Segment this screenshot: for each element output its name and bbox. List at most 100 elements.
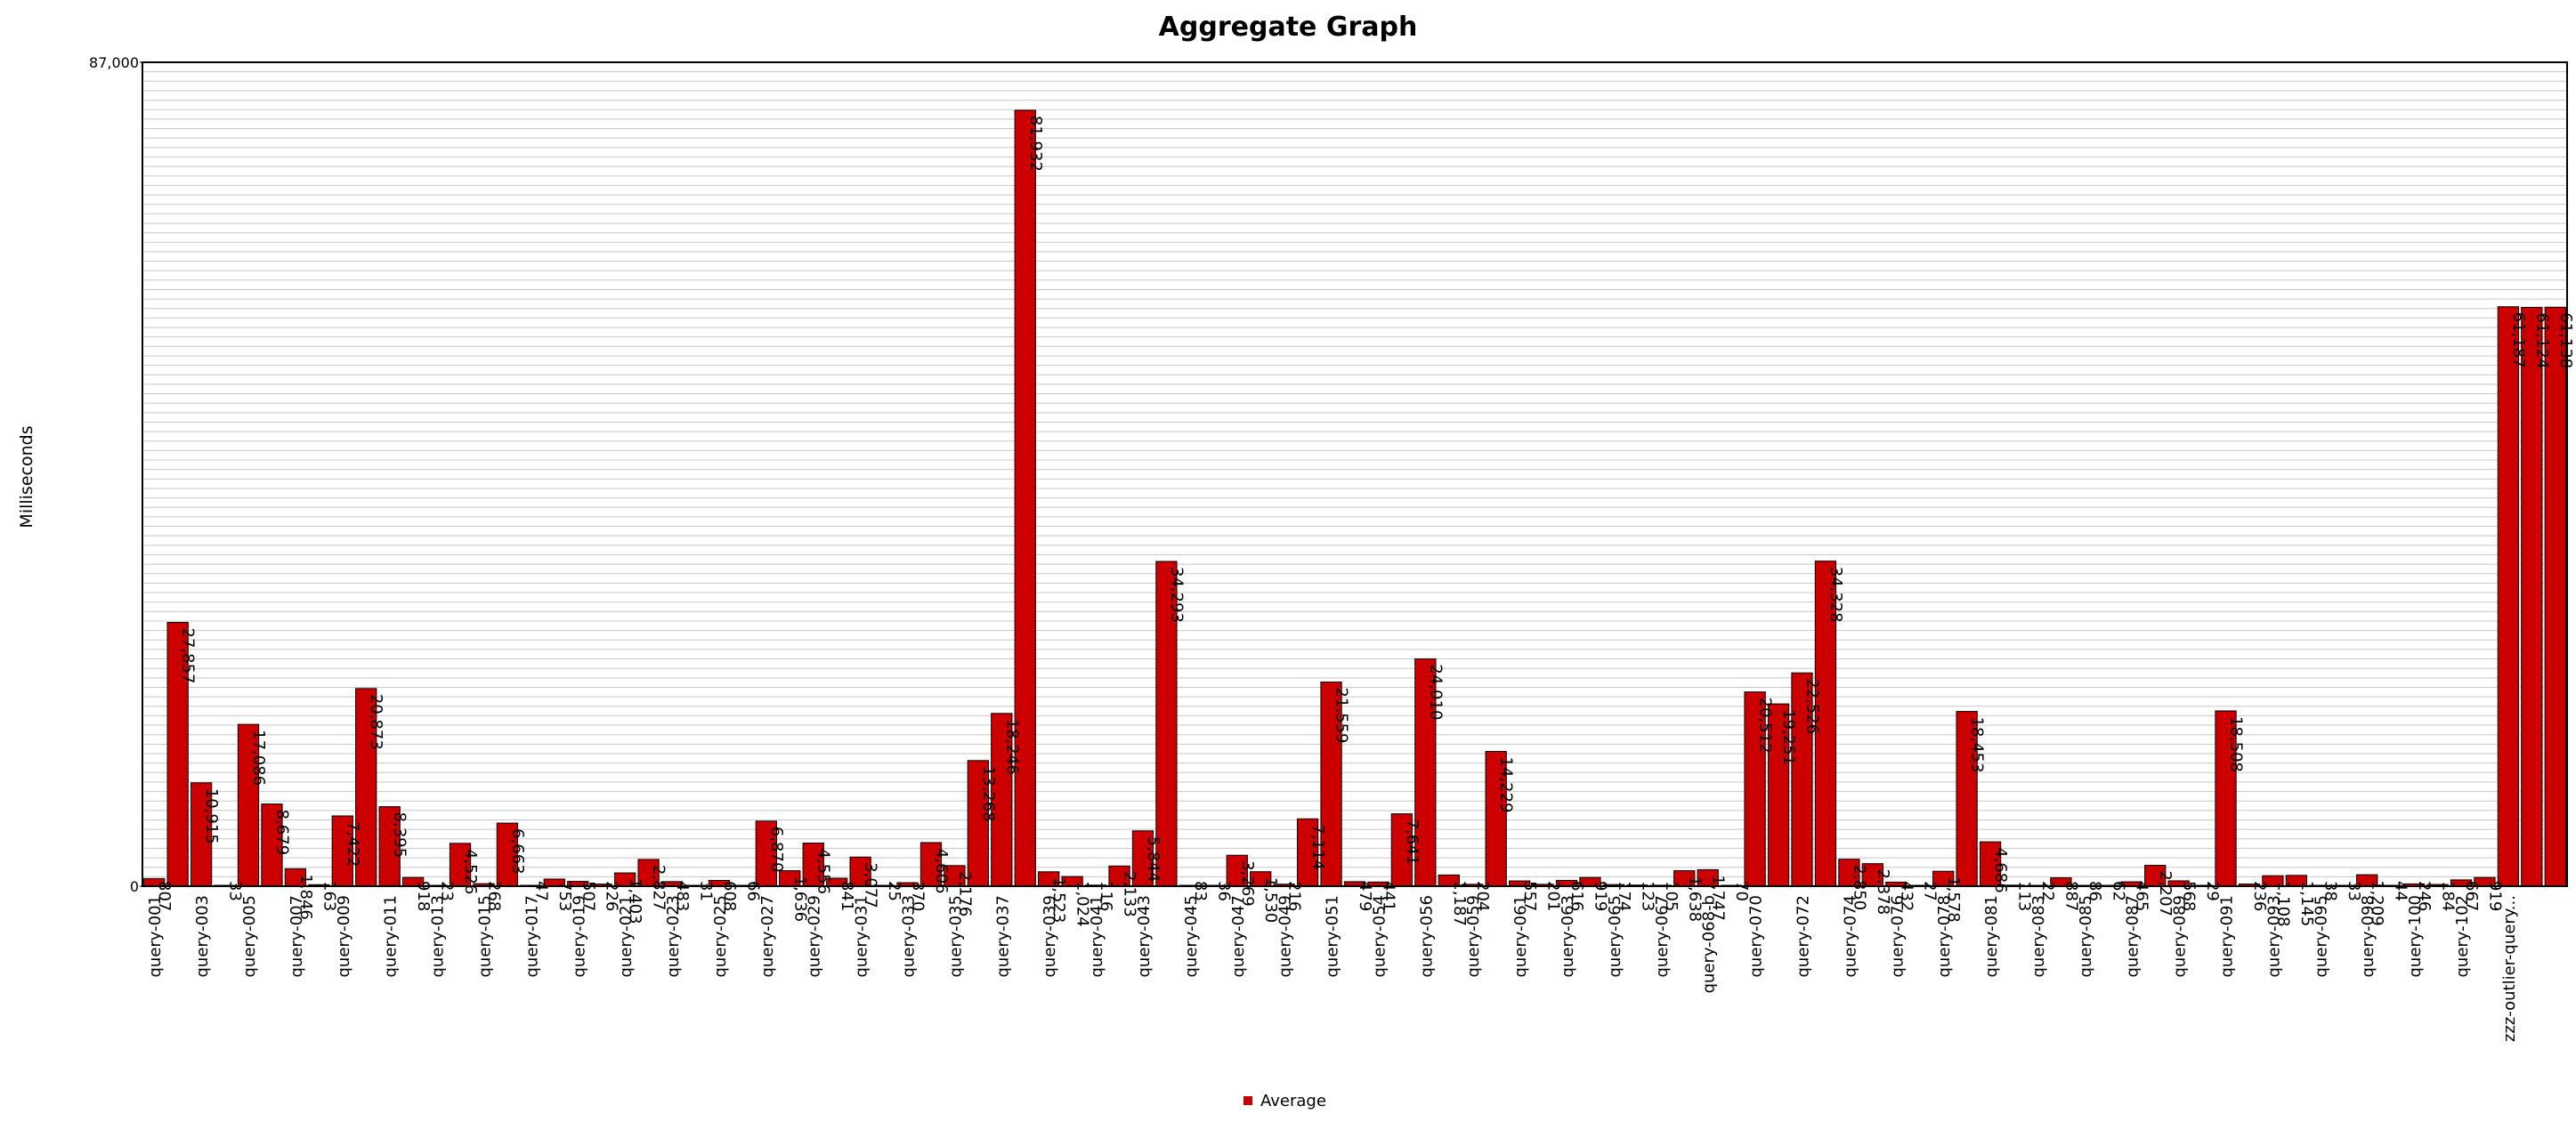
plot-frame xyxy=(142,61,2568,887)
y-tick-label: 0 xyxy=(130,878,139,895)
x-tick-label: query-021 xyxy=(617,895,636,978)
data-label: 1,636 xyxy=(790,876,809,923)
x-tick-label: query-061 xyxy=(1511,895,1530,978)
data-label: 61,138 xyxy=(2556,312,2575,368)
data-label: 568 xyxy=(2180,881,2199,911)
x-tick-label: query-074 xyxy=(1841,895,1859,978)
data-label: 226 xyxy=(603,881,621,911)
data-label: 919 xyxy=(1591,881,1609,911)
data-label: 268 xyxy=(484,881,503,911)
y-tick-layer: 0 87,000 xyxy=(89,54,142,895)
data-label: 2,133 xyxy=(1121,871,1139,917)
data-label: 7,114 xyxy=(1308,824,1327,870)
data-label: 608 xyxy=(720,881,739,911)
data-label: 10,915 xyxy=(202,788,221,844)
x-tick-label: query-063 xyxy=(1559,895,1577,978)
x-tick-label: query-047 xyxy=(1229,895,1248,978)
x-tick-label: query-007 xyxy=(288,895,306,978)
x-tick-label: query-102 xyxy=(2453,895,2472,978)
data-label: 2,850 xyxy=(1850,865,1868,911)
data-label: 616 xyxy=(1567,881,1586,911)
x-tick-label: query-065 xyxy=(1606,895,1624,978)
x-tick-label: query-015 xyxy=(475,895,494,978)
y-tick-label: 87,000 xyxy=(89,54,139,71)
x-tick-label: query-087 xyxy=(2124,895,2143,978)
data-label: 34,328 xyxy=(1827,567,1845,623)
x-tick-label: query-035 xyxy=(946,895,965,978)
data-label: 34,293 xyxy=(1167,567,1186,623)
x-tick-label: query-085 xyxy=(2077,895,2095,978)
x-tick-label: query-093 xyxy=(2264,895,2283,978)
x-tick-label: query-001 xyxy=(146,895,165,978)
x-tick-label: query-056 xyxy=(1417,895,1436,978)
data-label: 2,827 xyxy=(650,865,668,911)
data-label: 17,086 xyxy=(249,730,268,786)
bar xyxy=(2497,306,2520,887)
x-tick-label: query-070 xyxy=(1747,895,1766,978)
data-label: 4,686 xyxy=(1991,847,2010,893)
bar xyxy=(2544,306,2566,887)
data-label: 4,606 xyxy=(932,848,951,894)
data-label: 18,453 xyxy=(1968,717,1987,773)
data-label: 13,268 xyxy=(979,766,998,822)
x-tick-label: query-095 xyxy=(2312,895,2330,978)
data-label: 19,251 xyxy=(1779,709,1798,765)
data-label: 14,229 xyxy=(1497,757,1516,813)
x-tick-label: query-068-b xyxy=(1700,895,1719,993)
x-tick-label: query-059 xyxy=(1464,895,1483,978)
x-tick-label: query-083 xyxy=(2029,895,2048,978)
legend-label: Average xyxy=(1260,1092,1326,1110)
data-label: 667 xyxy=(2462,881,2481,911)
data-label: 2,207 xyxy=(2156,871,2175,917)
bar-layer xyxy=(143,109,2566,887)
data-label: 246 xyxy=(2415,881,2434,911)
legend-swatch xyxy=(1243,1096,1252,1105)
data-label: 3,269 xyxy=(1238,860,1257,907)
x-tick-label: query-041 xyxy=(1088,895,1106,978)
x-tick-label: query-045 xyxy=(1182,895,1201,978)
data-label: 4,526 xyxy=(461,849,480,895)
data-label: 174 xyxy=(1615,881,1633,911)
data-label: 61,187 xyxy=(2509,312,2528,368)
x-tick-label: query-098 xyxy=(2359,895,2378,978)
data-label: 8,679 xyxy=(272,810,291,856)
grid-layer xyxy=(142,71,2567,877)
x-tick-label: query-072 xyxy=(1794,895,1812,978)
data-label: 20,873 xyxy=(367,694,385,750)
data-label: 887 xyxy=(2062,881,2080,911)
data-label: 557 xyxy=(1520,881,1539,911)
data-label: 184 xyxy=(2439,881,2458,911)
data-label: 441 xyxy=(1379,881,1397,911)
x-tick-layer: query-001 query-003 query-005 query-007 quer… xyxy=(146,895,2519,1042)
data-label: 216 xyxy=(1285,881,1304,911)
data-label: 1,145 xyxy=(2297,881,2316,927)
data-label: 479 xyxy=(1356,881,1374,911)
x-tick-label: query-017 xyxy=(522,895,541,978)
data-label: 1,187 xyxy=(1450,880,1469,926)
data-label: 20,512 xyxy=(1756,698,1775,754)
data-label: 1,108 xyxy=(2273,881,2292,927)
legend: Average xyxy=(1243,1092,1326,1110)
data-label: 7,641 xyxy=(1403,819,1422,866)
x-tick-label: query-009 xyxy=(335,895,353,978)
data-label: 6,870 xyxy=(767,827,786,873)
data-label: 918 xyxy=(414,881,433,911)
data-label: 370 xyxy=(909,881,928,911)
x-tick-label: query-089 xyxy=(2171,895,2190,978)
bar xyxy=(2521,306,2543,887)
x-tick-label: query-019 xyxy=(570,895,588,978)
data-label: 1,530 xyxy=(1261,877,1280,924)
data-label: 81,932 xyxy=(1026,116,1045,172)
data-label: 1,024 xyxy=(1073,881,1092,927)
data-label: 18,508 xyxy=(2227,716,2246,772)
x-tick-label: query-100 xyxy=(2406,895,2425,978)
data-label: 5,844 xyxy=(1144,836,1162,883)
x-tick-label: query-043 xyxy=(1135,895,1154,978)
data-label: 807 xyxy=(155,881,174,911)
x-tick-label: query-023 xyxy=(664,895,683,978)
data-label: 236 xyxy=(2250,881,2269,911)
data-label: 61,124 xyxy=(2532,312,2551,368)
x-tick-label: query-005 xyxy=(240,895,259,978)
data-label: 6,663 xyxy=(508,828,527,875)
data-label: 1,209 xyxy=(2368,880,2386,926)
